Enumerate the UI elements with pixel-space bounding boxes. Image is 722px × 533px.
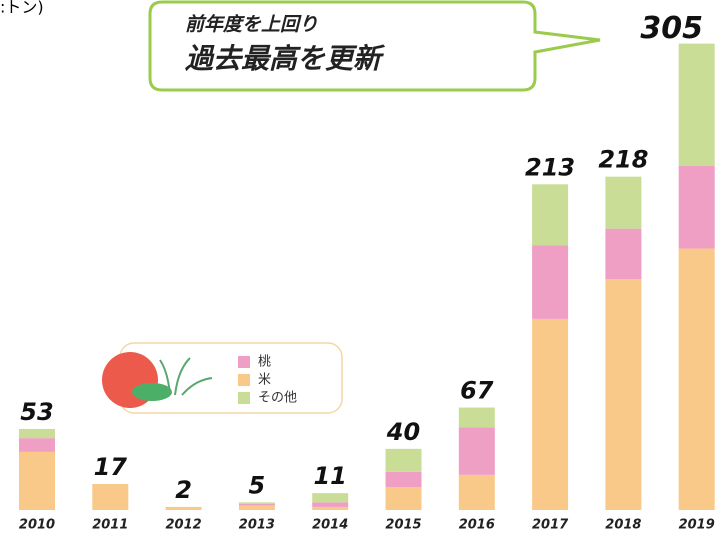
bar-segment <box>239 504 275 506</box>
bar-segment <box>19 429 55 438</box>
bar-segment <box>459 475 495 510</box>
legend-label: 米 <box>258 373 271 388</box>
x-tick-label: 2018 <box>605 518 641 533</box>
unit-label: :トン) <box>0 0 44 17</box>
bar-segment <box>459 427 495 474</box>
bar-segment <box>386 472 422 487</box>
legend-label: その他 <box>258 391 297 406</box>
total-label: 5 <box>249 471 266 499</box>
total-label: 53 <box>20 398 53 426</box>
x-tick-label: 2014 <box>312 518 348 533</box>
x-tick-label: 2019 <box>679 518 715 533</box>
callout-line: 前年度を上回り <box>185 14 318 36</box>
x-tick-label: 2010 <box>19 518 55 533</box>
x-tick-label: 2016 <box>459 518 495 533</box>
total-label: 213 <box>525 153 575 181</box>
x-tick-label: 2015 <box>385 518 421 533</box>
bar-segment <box>19 438 55 452</box>
total-label: 67 <box>460 377 494 405</box>
total-label: 218 <box>598 146 648 174</box>
bar-segment <box>386 449 422 472</box>
bar-segment <box>312 507 348 510</box>
bar-segment <box>532 184 568 245</box>
total-label: 40 <box>386 418 420 446</box>
bar-segment <box>166 507 202 510</box>
legend-swatch <box>238 374 250 386</box>
bar-segment <box>605 279 641 510</box>
bar-segment <box>239 502 275 504</box>
x-tick-label: 2011 <box>92 518 128 533</box>
bar-segment <box>312 493 348 502</box>
legend-swatch <box>238 356 250 368</box>
x-tick-label: 2017 <box>532 518 569 533</box>
bar-segment <box>239 505 275 510</box>
bar-segment <box>19 452 55 510</box>
x-tick-label: 2013 <box>239 518 275 533</box>
chart: :トン) 前年度を上回り 過去最高を更新 53 2010 17 2011 2 2012 5 2… <box>0 0 722 533</box>
total-label: 11 <box>313 462 346 490</box>
total-label: 17 <box>94 453 128 481</box>
total-label: 305 <box>640 11 703 46</box>
bar-segment <box>459 408 495 428</box>
bar-segment <box>679 249 715 510</box>
bar-segment <box>386 487 422 510</box>
legend-label: 桃 <box>258 355 271 370</box>
bar-segment <box>312 502 348 507</box>
total-label: 2 <box>175 476 192 504</box>
bar-segment <box>605 177 641 229</box>
leaf-icon <box>132 383 172 401</box>
bar-segment <box>679 44 715 166</box>
bar-segment <box>532 319 568 510</box>
x-tick-label: 2012 <box>166 518 202 533</box>
bar-segment <box>679 166 715 249</box>
legend-swatch <box>238 392 250 404</box>
bar-segment <box>92 484 128 510</box>
callout-line: 過去最高を更新 <box>185 42 386 75</box>
bar-segment <box>605 229 641 279</box>
bar-segment <box>532 245 568 318</box>
